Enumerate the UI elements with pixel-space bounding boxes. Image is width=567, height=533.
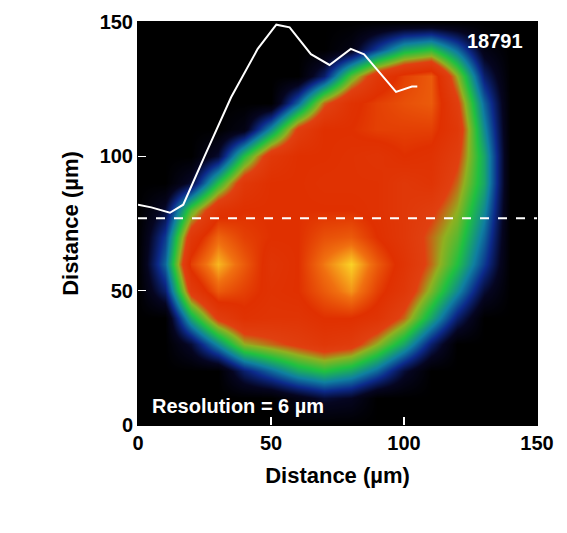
svg-text:0: 0	[132, 432, 143, 454]
svg-text:50: 50	[111, 280, 133, 302]
svg-text:150: 150	[100, 11, 133, 33]
svg-text:Resolution = 6 µm: Resolution = 6 µm	[152, 395, 324, 417]
svg-text:0: 0	[122, 414, 133, 436]
svg-text:100: 100	[387, 432, 420, 454]
svg-text:18791: 18791	[467, 30, 523, 52]
svg-text:Distance (µm): Distance (µm)	[265, 463, 410, 488]
svg-text:Distance (µm): Distance (µm)	[58, 151, 83, 296]
svg-text:150: 150	[520, 432, 553, 454]
svg-text:50: 50	[260, 432, 282, 454]
svg-text:100: 100	[100, 145, 133, 167]
